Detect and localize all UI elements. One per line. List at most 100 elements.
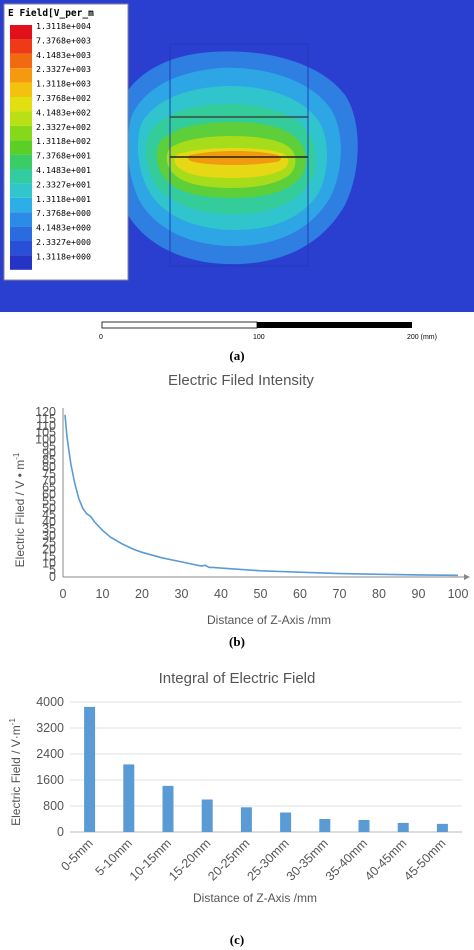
- x-tick-label: 0: [60, 587, 67, 601]
- legend-label: 1.3118e+001: [36, 194, 91, 204]
- bar: [358, 819, 370, 832]
- scale-text-200: 200 (mm): [407, 334, 437, 341]
- bar: [162, 785, 174, 832]
- legend-swatch: [10, 125, 32, 141]
- bar: [84, 706, 96, 832]
- y-tick-label: 10: [42, 556, 56, 570]
- line-chart-electric-field-intensity: Electric Filed Intensity 051015202530354…: [12, 372, 470, 627]
- legend-swatch: [10, 68, 32, 83]
- legend-swatch: [10, 154, 32, 169]
- y-tick-label: 35: [42, 522, 56, 536]
- y-tick-label: 25: [42, 536, 56, 550]
- bar-chart-title: Integral of Electric Field: [159, 670, 316, 687]
- scale-text-100: 100: [253, 334, 265, 341]
- x-tick-label: 70: [333, 587, 347, 601]
- x-tick-label: 20: [135, 587, 149, 601]
- x-tick-label: 0-5mm: [58, 836, 95, 873]
- bar: [240, 807, 252, 832]
- legend-swatch: [10, 25, 32, 40]
- y-tick-label: 90: [42, 446, 56, 460]
- x-tick-label: 40-45mm: [362, 836, 409, 883]
- y-tick-label: 75: [42, 467, 56, 481]
- y-tick-label: 105: [35, 426, 56, 440]
- x-tick-label: 10: [96, 587, 110, 601]
- x-tick-label: 60: [293, 587, 307, 601]
- legend-label: 4.1483e+003: [36, 50, 91, 60]
- legend-rows: 1.3118e+004 7.3768e+003 4.1483e+003 2.3327e…: [10, 21, 91, 270]
- line-chart-xlabel: Distance of Z-Axis /mm: [207, 613, 331, 627]
- legend-label: 7.3768e+003: [36, 35, 91, 45]
- bar: [397, 822, 409, 832]
- x-tick-label: 35-40mm: [323, 836, 370, 883]
- y-tick-label: 65: [42, 481, 56, 495]
- caption-b: (b): [229, 634, 245, 649]
- y-tick-label: 2400: [36, 747, 64, 761]
- bar: [201, 799, 213, 832]
- y-tick-label: 95: [42, 439, 56, 453]
- legend-label: 2.3327e+000: [36, 237, 91, 247]
- legend-label: 4.1483e+002: [36, 107, 91, 117]
- legend-label: 2.3327e+002: [36, 122, 91, 132]
- bar: [280, 812, 292, 832]
- y-tick-label: 100: [35, 433, 56, 447]
- legend-label: 1.3118e+004: [36, 21, 91, 31]
- x-tick-label: 100: [448, 587, 469, 601]
- y-tick-label: 85: [42, 453, 56, 467]
- bar-chart-gridlines: [70, 701, 462, 833]
- legend-swatch: [10, 111, 32, 126]
- y-tick-label: 110: [36, 419, 56, 433]
- line-chart-axes: [62, 408, 470, 580]
- legend-swatch: [10, 255, 32, 270]
- bar-chart-integral-electric-field: Integral of Electric Field 0 800 1600 2400 3…: [8, 670, 462, 905]
- contour-core: [187, 151, 281, 165]
- y-tick-label: 5: [49, 563, 56, 577]
- bar-chart-ylabel: Electric Field / V·m-1: [8, 718, 23, 826]
- y-tick-label: 20: [42, 543, 56, 557]
- y-tick-label: 0: [49, 570, 56, 584]
- y-tick-label: 0: [57, 825, 64, 839]
- line-chart-x-ticks: 0 10 20 30 40 50 60 70 80 90 100: [60, 587, 469, 601]
- legend-label: 1.3118e+003: [36, 79, 91, 89]
- bar-chart-xlabel: Distance of Z-Axis /mm: [193, 891, 317, 905]
- legend-label: 4.1483e+000: [36, 223, 91, 233]
- legend-label: 4.1483e+001: [36, 165, 91, 175]
- line-chart-ylabel: Electric Filed / V • m-1: [12, 452, 27, 567]
- x-tick-label: 25-30mm: [244, 836, 291, 883]
- legend-swatch: [10, 82, 32, 97]
- field-simulation-image: E Field[V_per_m 1.3118e+004 7.3768e+003 4.…: [0, 0, 474, 312]
- bar-chart-bars: [84, 706, 448, 832]
- legend-label: 1.3118e+000: [36, 251, 91, 261]
- y-tick-label: 45: [42, 508, 56, 522]
- caption-a: (a): [229, 348, 245, 363]
- y-tick-label: 120: [35, 405, 56, 419]
- bar-chart-x-ticks: 0-5mm5-10mm10-15mm15-20mm20-25mm25-30mm3…: [58, 836, 448, 883]
- scale-bar-black: [257, 322, 412, 328]
- x-tick-label: 30-35mm: [284, 836, 331, 883]
- x-tick-label: 30: [175, 587, 189, 601]
- x-tick-label: 20-25mm: [205, 836, 252, 883]
- x-tick-label: 80: [372, 587, 386, 601]
- scale-text-0: 0: [99, 334, 103, 341]
- bar-chart-y-ticks: 0 800 1600 2400 3200 4000: [36, 695, 64, 839]
- y-tick-label: 80: [42, 460, 56, 474]
- y-tick-label: 50: [42, 501, 56, 515]
- legend-label: 7.3768e+002: [36, 93, 91, 103]
- y-tick-label: 55: [42, 494, 56, 508]
- legend-title: E Field[V_per_m: [8, 8, 94, 19]
- x-axis-arrow: [464, 574, 470, 580]
- bar: [123, 764, 135, 832]
- scale-bar-white: [101, 321, 258, 329]
- line-chart-y-ticks: 0510152025303540455055606570758085909510…: [35, 405, 56, 584]
- legend-swatch: [10, 197, 32, 213]
- y-tick-label: 30: [42, 529, 56, 543]
- legend-swatch: [10, 53, 32, 69]
- line-chart-title: Electric Filed Intensity: [168, 372, 314, 389]
- legend-label: 7.3768e+001: [36, 151, 91, 161]
- legend-swatch: [10, 97, 32, 112]
- legend-swatch: [10, 39, 32, 54]
- x-tick-label: 45-50mm: [401, 836, 448, 883]
- x-tick-label: 10-15mm: [127, 836, 174, 883]
- line-series-electric-field: [64, 414, 459, 577]
- legend-swatch: [10, 226, 32, 241]
- legend-swatch: [10, 140, 32, 155]
